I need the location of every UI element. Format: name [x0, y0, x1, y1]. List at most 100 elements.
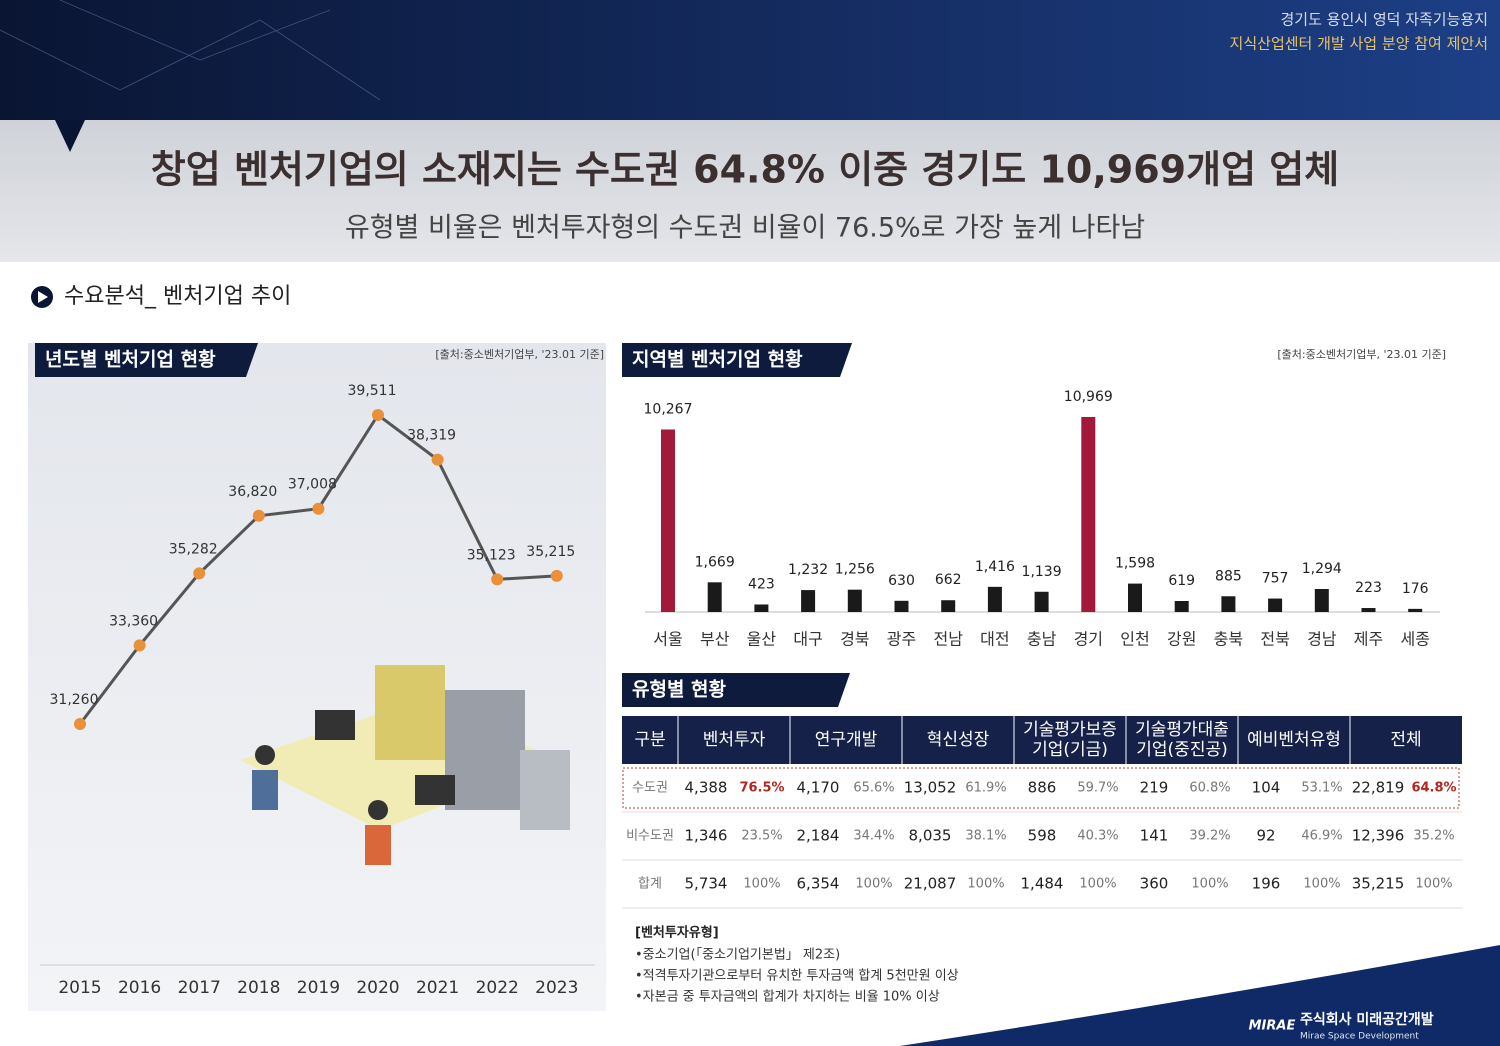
x-tick-label: 2019 [297, 978, 340, 998]
marker [133, 639, 146, 652]
table-cell: 4,170 [797, 779, 840, 797]
footer-english: Mirae Space Development [1300, 1032, 1419, 1042]
note-item: •중소기업(「중소기업기본법」 제2조) [635, 948, 840, 963]
value-label: 33,360 [109, 613, 158, 629]
x-tick-label: 2021 [416, 978, 459, 998]
table-cell: 65.6% [853, 781, 894, 796]
header-band [0, 0, 1500, 120]
table-cell: 5,734 [685, 875, 728, 893]
table-cell: 합계 [638, 877, 662, 892]
table-cell: 1,484 [1021, 875, 1064, 893]
table-cell: 비수도권 [626, 829, 674, 844]
table-cell: 64.8% [1411, 781, 1456, 796]
value-label: 35,282 [169, 541, 218, 557]
value-label: 176 [1402, 581, 1429, 597]
table-header: 혁신성장 [927, 730, 990, 750]
bar [1314, 588, 1329, 612]
table-cell: 35.2% [1413, 829, 1454, 844]
bar [661, 429, 675, 612]
value-label: 1,598 [1115, 556, 1155, 572]
bar [894, 600, 909, 612]
bar [1034, 591, 1049, 612]
table-cell: 21,087 [904, 875, 957, 893]
value-label: 1,139 [1022, 564, 1062, 580]
marker [312, 502, 325, 515]
page-title: 창업 벤처기업의 소재지는 수도권 64.8% 이중 경기도 10,969개업 … [151, 148, 1339, 192]
bar [847, 589, 862, 612]
table-cell: 104 [1252, 779, 1281, 797]
table-cell: 6,354 [797, 875, 840, 893]
value-label: 36,820 [228, 484, 277, 500]
table-cell: 100% [967, 877, 1004, 892]
source-note: [출처:중소벤처기업부, '23.01 기준] [435, 348, 604, 361]
bar [754, 604, 769, 612]
table-cell: 23.5% [741, 829, 782, 844]
bar [1128, 583, 1142, 612]
x-tick-label: 대구 [793, 630, 822, 649]
x-tick-label: 충북 [1214, 630, 1243, 649]
table-cell: 4,388 [685, 779, 728, 797]
table-header: 기업(기금) [1032, 740, 1108, 760]
panel-tab [622, 343, 852, 377]
x-tick-label: 2017 [178, 978, 221, 998]
office-illustration [240, 665, 570, 865]
value-label: 35,215 [526, 544, 575, 560]
value-label: 1,232 [788, 562, 828, 578]
value-label: 35,123 [467, 547, 516, 563]
line-panel [28, 343, 606, 1011]
table-header: 기술평가보증 [1023, 720, 1117, 740]
value-label: 31,260 [50, 692, 99, 708]
table-cell: 598 [1028, 827, 1057, 845]
table-cell: 40.3% [1077, 829, 1118, 844]
table-cell: 100% [1191, 877, 1228, 892]
bar [707, 582, 722, 612]
x-tick-label: 전북 [1260, 630, 1289, 649]
table-cell: 100% [855, 877, 892, 892]
value-label: 1,294 [1302, 561, 1342, 577]
table-cell: 35,215 [1352, 875, 1405, 893]
x-tick-label: 서울 [653, 630, 682, 649]
value-label: 662 [935, 572, 962, 588]
table-cell: 100% [1415, 877, 1452, 892]
source-note: [출처:중소벤처기업부, '23.01 기준] [1277, 348, 1446, 361]
value-label: 1,669 [695, 554, 735, 570]
note-item: •자본금 중 투자금액의 합계가 차지하는 비율 10% 이상 [635, 990, 940, 1005]
x-tick-label: 경북 [840, 630, 869, 649]
x-tick-label: 2023 [535, 978, 578, 998]
panel-title: 년도별 벤처기업 현황 [45, 348, 216, 371]
x-tick-label: 대전 [980, 630, 1009, 649]
bar [1268, 598, 1283, 612]
x-tick-label: 2018 [237, 978, 280, 998]
x-tick-label: 인천 [1120, 630, 1149, 649]
x-tick-label: 경기 [1074, 630, 1103, 649]
table-header: 기업(중진공) [1136, 740, 1227, 760]
table-cell: 59.7% [1077, 781, 1118, 796]
table-cell: 219 [1140, 779, 1169, 797]
table-cell: 196 [1252, 875, 1281, 893]
marker [74, 718, 86, 730]
value-label: 885 [1215, 568, 1242, 584]
title-pointer [55, 120, 85, 152]
x-tick-label: 전남 [933, 630, 963, 649]
value-label: 10,267 [644, 401, 693, 417]
table-cell: 34.4% [853, 829, 894, 844]
table-header: 연구개발 [815, 730, 878, 750]
section-icon-arrow [38, 291, 48, 303]
panel-title: 지역별 벤처기업 현황 [632, 348, 803, 371]
table-cell: 886 [1028, 779, 1057, 797]
table-cell: 53.1% [1301, 781, 1342, 796]
highlight-row [622, 767, 1460, 809]
value-label: 619 [1168, 573, 1195, 589]
table-header: 예비벤처유형 [1247, 730, 1341, 750]
note-item: •적격투자기관으로부터 유치한 투자금액 합계 5천만원 이상 [635, 969, 959, 984]
x-tick-label: 충남 [1027, 630, 1057, 649]
table-cell: 22,819 [1352, 779, 1405, 797]
table-cell: 13,052 [904, 779, 957, 797]
title-band [0, 120, 1500, 262]
table-cell: 61.9% [965, 781, 1006, 796]
bar [1174, 600, 1189, 612]
value-label: 10,969 [1064, 389, 1113, 405]
marker [550, 569, 563, 582]
table-header: 벤처투자 [703, 730, 766, 750]
